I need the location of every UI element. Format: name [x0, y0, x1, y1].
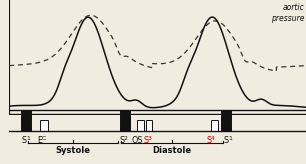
Text: aortic
pressure: aortic pressure: [271, 3, 304, 23]
Text: C: C: [42, 136, 46, 141]
Text: S: S: [119, 135, 124, 144]
Bar: [211, 120, 218, 131]
Text: S: S: [22, 135, 27, 144]
Bar: [40, 120, 48, 131]
Text: S: S: [143, 135, 148, 144]
Bar: [121, 110, 130, 131]
Bar: [222, 110, 231, 131]
Bar: [146, 120, 152, 131]
Text: OS: OS: [132, 135, 143, 144]
Text: 4: 4: [211, 136, 215, 141]
Bar: [137, 120, 144, 131]
Text: 1: 1: [26, 136, 30, 141]
Text: S: S: [207, 135, 212, 144]
Bar: [21, 110, 31, 131]
Text: 1: 1: [228, 136, 232, 141]
Text: S: S: [224, 135, 229, 144]
Text: Systole: Systole: [55, 146, 90, 155]
Text: 3: 3: [147, 136, 151, 141]
Text: E: E: [37, 135, 42, 144]
Text: 2: 2: [123, 136, 127, 141]
Text: Diastole: Diastole: [153, 146, 192, 155]
